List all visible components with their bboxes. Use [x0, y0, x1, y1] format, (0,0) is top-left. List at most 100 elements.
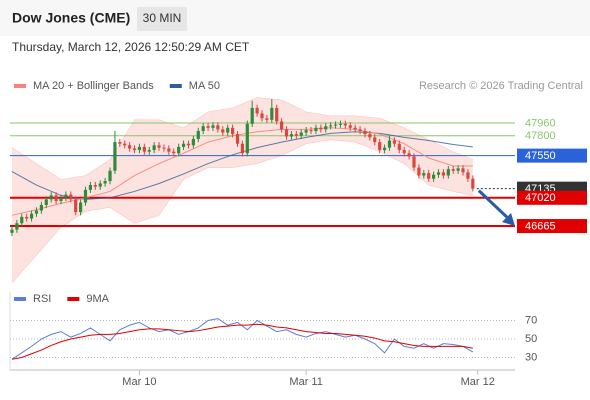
candle-body: [103, 181, 107, 184]
candle-body: [382, 147, 387, 151]
candle-body: [221, 129, 225, 133]
candle-body: [79, 202, 83, 213]
candle-body: [15, 223, 19, 230]
candle-body: [294, 134, 298, 136]
candle-body: [64, 194, 68, 198]
candle-body: [206, 126, 210, 128]
price-label: 47550: [525, 150, 556, 162]
candle-body: [74, 199, 78, 213]
legend-label: MA 50: [189, 80, 220, 92]
candle-body: [260, 113, 264, 119]
candle-body: [280, 121, 284, 130]
candle-body: [466, 172, 470, 179]
candle-body: [255, 107, 259, 114]
candle-body: [137, 146, 142, 151]
candle-body: [265, 118, 269, 120]
candle-body: [441, 172, 446, 176]
candle-body: [289, 134, 294, 137]
candle-body: [167, 148, 171, 152]
x-tick-label: Mar 10: [122, 376, 156, 388]
candle-body: [407, 153, 411, 157]
candle-body: [471, 178, 475, 189]
candle-body: [412, 156, 416, 168]
candle-body: [392, 140, 396, 144]
header-bar: [0, 0, 590, 36]
chart-title: Dow Jones (CME): [12, 10, 130, 26]
candle-body: [427, 173, 431, 179]
candle-body: [142, 146, 146, 152]
candle-body: [304, 130, 308, 133]
candle-body: [250, 107, 254, 124]
candle-body: [402, 150, 406, 154]
candle-body: [59, 197, 63, 201]
candle-body: [245, 123, 249, 154]
candle-body: [147, 150, 151, 152]
candle-body: [49, 195, 53, 200]
candle-body: [319, 127, 323, 130]
candle-body: [226, 127, 230, 133]
candle-body: [353, 127, 357, 130]
candle-body: [132, 148, 137, 151]
candle-body: [387, 140, 392, 148]
candle-body: [191, 138, 195, 146]
candle-body: [358, 129, 362, 131]
candle-body: [83, 189, 88, 203]
legend-swatch: [169, 84, 182, 88]
candle-body: [157, 145, 161, 148]
y-tick-label: 50: [525, 333, 537, 345]
price-label-box: [517, 190, 587, 205]
candle-body: [118, 142, 122, 144]
candle-body: [69, 194, 73, 200]
legend-swatch: [67, 297, 80, 301]
legend-swatch: [14, 84, 26, 88]
candle-body: [446, 169, 450, 176]
candle-body: [186, 143, 191, 146]
candle-body: [162, 147, 166, 149]
rsi-line: [11, 318, 474, 360]
candle-body: [216, 125, 220, 130]
candle-body: [54, 195, 58, 201]
candle-body: [348, 125, 352, 128]
price-label: 47960: [525, 117, 556, 129]
candle-body: [314, 127, 318, 131]
candle-body: [363, 130, 367, 135]
candle-body: [211, 125, 215, 128]
candle-body: [338, 123, 343, 125]
candle-body: [299, 132, 303, 136]
credit: Research © 2026 Trading Central: [419, 80, 583, 92]
candle-body: [34, 210, 39, 214]
candle-body: [44, 199, 48, 205]
candle-body: [368, 134, 372, 138]
legend-swatch: [14, 297, 26, 301]
candle-body: [270, 107, 274, 120]
candle-body: [417, 167, 421, 176]
candle-body: [422, 173, 426, 176]
bollinger-band: [11, 97, 473, 283]
candle-body: [333, 124, 338, 126]
candle-body: [113, 142, 117, 171]
candle-body: [324, 126, 328, 130]
candle-body: [196, 130, 200, 139]
candle-body: [29, 213, 34, 219]
ma50: [11, 131, 473, 200]
candle-body: [177, 146, 181, 154]
candle-body: [230, 127, 235, 135]
x-tick-label: Mar 12: [461, 376, 495, 388]
timeframe-box[interactable]: [137, 7, 187, 31]
candle-body: [240, 143, 244, 154]
price-label: 46665: [525, 220, 556, 232]
timeframe[interactable]: 30 MIN: [143, 11, 182, 25]
legend-label: RSI: [33, 293, 51, 305]
y-tick-label: 70: [525, 314, 537, 326]
candle-body: [39, 204, 43, 211]
rsi-line: [11, 323, 473, 360]
candle-body: [10, 229, 14, 233]
legend-label: 9MA: [86, 293, 109, 305]
candle-body: [461, 168, 465, 173]
candle-body: [309, 130, 313, 132]
candle-body: [108, 170, 112, 182]
subtitle: Thursday, March 12, 2026 12:50:29 AM CET: [12, 40, 250, 54]
price-label-box: [517, 219, 587, 234]
candle-body: [128, 145, 132, 149]
